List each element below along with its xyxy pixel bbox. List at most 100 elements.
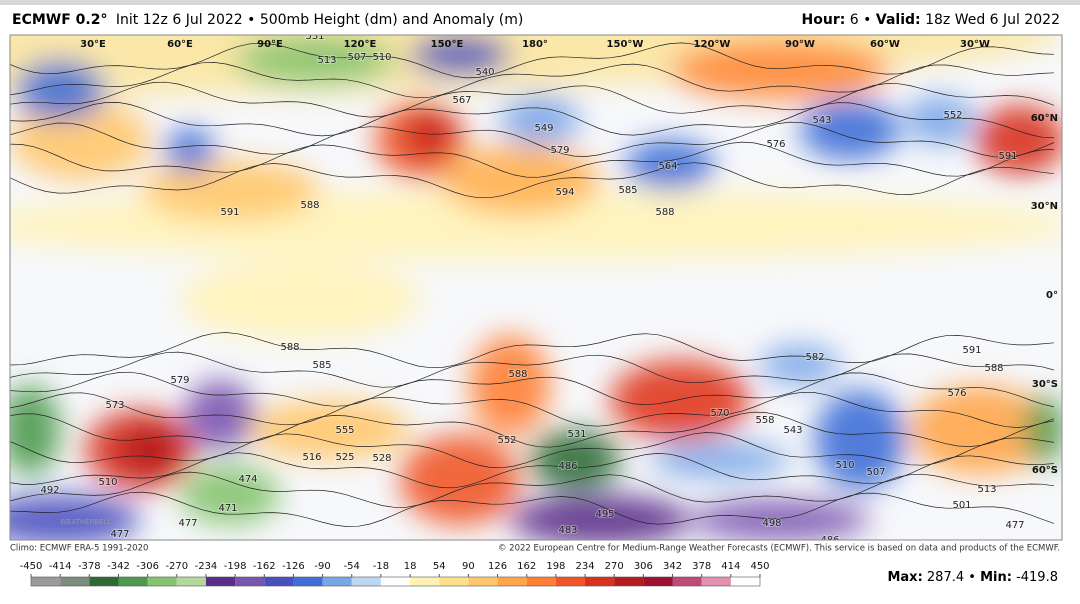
anomaly-blob xyxy=(250,400,410,460)
contour-label: 588 xyxy=(984,363,1003,374)
colorbar-swatch xyxy=(176,577,206,586)
longitude-label: 90°E xyxy=(257,39,283,50)
anomaly-blob xyxy=(120,425,180,475)
anomaly-blob xyxy=(530,430,620,490)
contour-label: 585 xyxy=(312,360,331,371)
contour-label: 567 xyxy=(452,95,471,106)
colorbar-swatch xyxy=(497,577,527,586)
colorbar-swatch xyxy=(614,577,644,586)
logo: WEATHERBELL xyxy=(60,518,112,526)
anomaly-blob xyxy=(610,360,750,440)
map-frame xyxy=(9,34,1063,541)
colorbar-swatch xyxy=(235,577,265,586)
contour-label: 474 xyxy=(238,474,257,485)
anomaly-blob xyxy=(1025,395,1062,465)
colorbar: -450 -414 -378 -342 -306 -270 -234 -198 -162 -126… xyxy=(20,561,770,587)
colorbar-tick-label: 162 xyxy=(517,561,536,572)
anomaly-blob xyxy=(910,385,1050,475)
contour-line xyxy=(10,42,1055,79)
colorbar-swatch xyxy=(380,577,411,586)
contour-line xyxy=(10,452,1055,489)
latitude-label: 0° xyxy=(1046,290,1058,301)
min-value: -419.8 xyxy=(1016,570,1058,585)
colorbar-tick-label: 90 xyxy=(462,561,475,572)
contour-line xyxy=(10,102,1055,139)
latitude-label: 30°S xyxy=(1032,379,1058,390)
colorbar-swatch xyxy=(89,577,119,586)
colorbar-tick-label: 18 xyxy=(404,561,417,572)
colorbar-tick-label: -378 xyxy=(78,561,101,572)
top-strip xyxy=(0,0,1080,5)
colorbar-swatch xyxy=(118,577,148,586)
contour-line xyxy=(10,62,1055,99)
contour-label: 543 xyxy=(783,425,802,436)
contour-label: 579 xyxy=(550,145,569,156)
colorbar-tick-label: -90 xyxy=(314,561,330,572)
colorbar-swatch xyxy=(526,577,556,586)
colorbar-tick-label: 270 xyxy=(605,561,624,572)
anomaly-blob xyxy=(500,95,580,145)
colorbar-swatch xyxy=(468,577,498,586)
contour-label: 486 xyxy=(820,535,839,546)
contour-label: 588 xyxy=(300,200,319,211)
contour-line xyxy=(10,332,1055,369)
contour-line xyxy=(10,491,1055,527)
anomaly-blob xyxy=(625,140,715,190)
contour-label: 582 xyxy=(805,352,824,363)
contour-label: 588 xyxy=(655,207,674,218)
contour-line xyxy=(10,121,1055,158)
colorbar-swatch xyxy=(410,577,440,586)
contour-line xyxy=(10,411,1055,448)
contour-label: 501 xyxy=(952,500,971,511)
colorbar-swatch xyxy=(439,577,469,586)
colorbar-tick-label: -18 xyxy=(373,561,389,572)
contour-label: 498 xyxy=(762,518,781,529)
contour-line xyxy=(10,432,1055,469)
min-label: Min: xyxy=(980,570,1012,585)
hour: 6 xyxy=(850,12,859,28)
contour-label: 528 xyxy=(372,453,391,464)
contour-line xyxy=(10,81,1055,118)
contour-line xyxy=(10,141,1055,178)
anomaly-blob xyxy=(10,495,140,540)
anomaly-blob xyxy=(650,442,790,478)
colorbar-swatch xyxy=(205,577,236,586)
header-left: ECMWF 0.2° Init 12z 6 Jul 2022 • 500mb H… xyxy=(12,12,523,28)
latitude-label: 30°N xyxy=(1031,201,1058,212)
colorbar-swatch xyxy=(585,577,615,586)
anomaly-blob xyxy=(400,435,520,525)
colorbar-tick-label: 198 xyxy=(546,561,565,572)
longitude-label: 90°W xyxy=(785,39,815,50)
contour-label: 591 xyxy=(962,345,981,356)
colorbar-swatch xyxy=(672,577,702,586)
contour-label: 573 xyxy=(105,400,124,411)
contour-label: 591 xyxy=(998,151,1017,162)
hour-label: Hour: xyxy=(802,12,846,28)
anomaly-blob xyxy=(470,335,550,435)
longitude-label: 150°W xyxy=(607,39,644,50)
anomaly-blob xyxy=(405,113,455,157)
colorbar-tick-label: -270 xyxy=(165,561,188,572)
contour-label: 525 xyxy=(335,452,354,463)
colorbar-tick-label: -306 xyxy=(136,561,159,572)
contour-label: 477 xyxy=(110,529,129,540)
climo-note: Climo: ECMWF ERA-5 1991-2020 xyxy=(10,544,148,554)
contour-label: 510 xyxy=(835,460,854,471)
contour-label: 558 xyxy=(755,415,774,426)
separator: • xyxy=(863,12,871,28)
contours xyxy=(10,42,1055,527)
contour-label: 564 xyxy=(658,161,677,172)
colorbar-tick-label: 342 xyxy=(663,561,682,572)
colorbar-swatch xyxy=(643,577,673,586)
valid-label: Valid: xyxy=(876,12,921,28)
anomaly-blob xyxy=(410,35,510,75)
contour-label: 552 xyxy=(497,435,516,446)
contour-label: 588 xyxy=(508,369,527,380)
anomaly-blob xyxy=(10,385,60,475)
title: ECMWF 0.2° xyxy=(12,12,107,28)
latitude-label: 60°N xyxy=(1031,113,1058,124)
anomaly-blob xyxy=(180,260,420,340)
contour-line xyxy=(10,391,1055,428)
